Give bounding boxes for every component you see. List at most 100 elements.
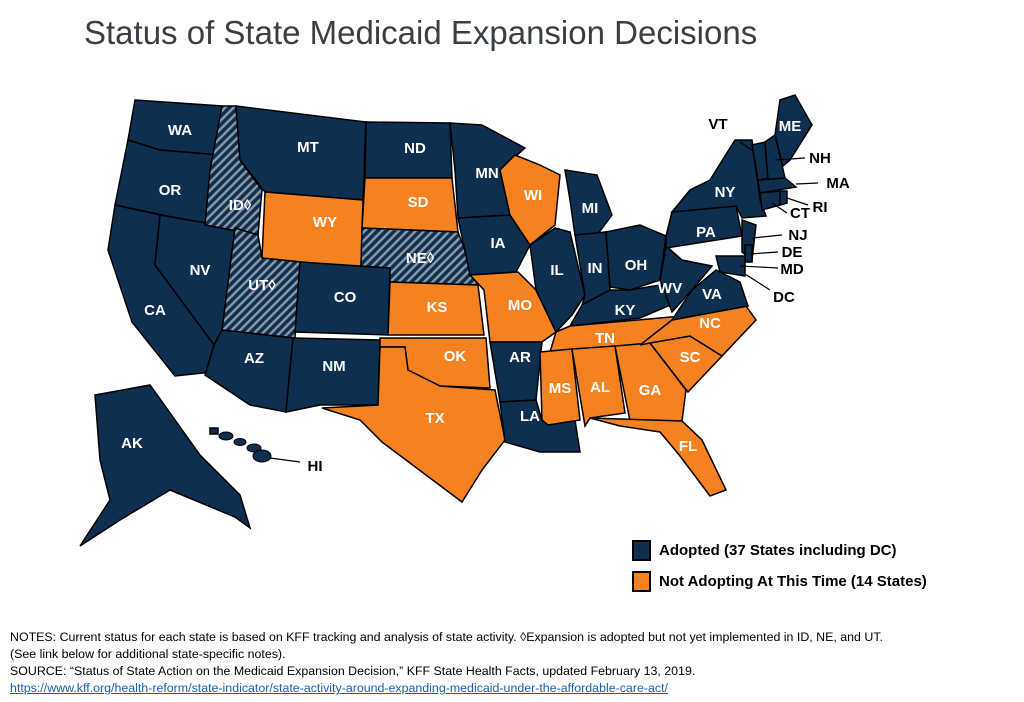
legend-label: Not Adopting At This Time (14 States) [659, 573, 927, 590]
state-label-me: ME [779, 118, 802, 135]
notes-line: NOTES: Current status for each state is … [10, 630, 883, 644]
state-label-il: IL [550, 262, 563, 279]
callout-line-de [749, 251, 779, 255]
notes-line: (See link below for additional state-spe… [10, 647, 286, 661]
state-label-mn: MN [475, 165, 498, 182]
state-hi-island[interactable] [252, 449, 272, 463]
state-label-ca: CA [144, 302, 166, 319]
state-ma[interactable] [757, 177, 798, 194]
legend-not-adopting: Not Adopting At This Time (14 States) [632, 571, 927, 592]
state-label-ms: MS [549, 380, 572, 397]
source-link[interactable]: https://www.kff.org/health-reform/state-… [10, 681, 668, 695]
state-ia[interactable] [457, 214, 531, 276]
state-label-az: AZ [244, 350, 264, 367]
state-label-ok: OK [444, 348, 467, 365]
state-label-id: ID◊ [229, 197, 252, 214]
state-mo[interactable] [468, 271, 557, 343]
state-label-oh: OH [625, 257, 648, 274]
state-label-nv: NV [190, 262, 211, 279]
state-label-sd: SD [408, 194, 429, 211]
state-label-wi: WI [524, 187, 542, 204]
callout-line-ct [771, 202, 788, 214]
callout-line-md [739, 265, 779, 269]
state-label-ar: AR [509, 349, 531, 366]
state-label-wa: WA [168, 122, 192, 139]
state-label-fl: FL [679, 438, 697, 455]
callout-line-dc [744, 273, 771, 291]
state-label-ne: NE◊ [406, 250, 435, 267]
state-ct[interactable] [759, 190, 781, 211]
state-wi[interactable] [499, 154, 561, 247]
callout-line-nh [774, 157, 806, 161]
state-hi-island[interactable] [218, 431, 234, 441]
state-label-hi: HI [308, 458, 323, 475]
state-ms[interactable] [539, 348, 581, 426]
state-hi-island[interactable] [246, 443, 262, 453]
state-hi[interactable] [209, 427, 219, 435]
state-label-co: CO [334, 289, 357, 306]
state-label-ak: AK [121, 435, 143, 452]
callout-line-vt [739, 141, 753, 151]
callout-line-ri [786, 197, 809, 206]
state-label-ia: IA [491, 235, 506, 252]
state-ri[interactable] [779, 190, 788, 206]
state-nm[interactable] [285, 337, 381, 413]
state-me[interactable] [774, 94, 813, 168]
state-label-nh: NH [809, 150, 831, 167]
state-ak[interactable] [79, 384, 252, 547]
state-label-ky: KY [615, 302, 636, 319]
state-label-or: OR [159, 182, 182, 199]
state-il[interactable] [529, 227, 586, 334]
state-ks[interactable] [387, 281, 485, 336]
state-label-mo: MO [508, 297, 532, 314]
state-la[interactable] [499, 399, 581, 453]
state-label-mt: MT [297, 139, 319, 156]
state-label-ct: CT [790, 205, 810, 222]
state-label-ri: RI [813, 199, 828, 216]
state-label-sc: SC [680, 349, 701, 366]
state-label-tn: TN [595, 330, 615, 347]
state-label-in: IN [588, 260, 603, 277]
state-az[interactable] [204, 329, 294, 413]
state-ny[interactable] [670, 139, 768, 219]
notes: NOTES: Current status for each state is … [10, 629, 883, 697]
state-label-dc: DC [773, 289, 795, 306]
state-label-la: LA [520, 408, 540, 425]
state-label-al: AL [590, 379, 610, 396]
state-fl[interactable] [589, 417, 728, 497]
us-map: WA OR CA NV ID◊ MT WY UT◊ CO AZ NM ND SD NE◊ KS OK TX MN I… [79, 94, 850, 547]
state-label-mi: MI [582, 200, 599, 217]
legend-label: Adopted (37 States including DC) [659, 542, 897, 559]
state-label-ny: NY [715, 184, 736, 201]
state-md[interactable] [715, 255, 746, 277]
state-pa[interactable] [665, 205, 743, 249]
source-line: SOURCE: “Status of State Action on the M… [10, 664, 696, 678]
state-label-nm: NM [322, 358, 345, 375]
state-label-ma: MA [826, 175, 849, 192]
legend-adopted: Adopted (37 States including DC) [632, 540, 897, 561]
state-label-wv: WV [658, 280, 682, 297]
state-label-nc: NC [699, 315, 721, 332]
callout-line-hi [269, 457, 301, 463]
state-label-nj: NJ [788, 227, 807, 244]
state-label-md: MD [780, 261, 803, 278]
state-tx[interactable] [321, 346, 506, 504]
page-title: Status of State Medicaid Expansion Decis… [84, 14, 758, 51]
state-label-vt: VT [708, 116, 727, 133]
state-label-wy: WY [313, 214, 337, 231]
state-al[interactable] [571, 345, 626, 429]
legend-swatch-adopted [632, 540, 651, 561]
state-va[interactable] [670, 269, 749, 322]
state-label-tx: TX [425, 410, 444, 427]
state-label-de: DE [782, 244, 803, 261]
state-label-ga: GA [639, 382, 662, 399]
state-label-ks: KS [427, 299, 448, 316]
state-label-pa: PA [696, 224, 716, 241]
callout-line-ma [795, 182, 819, 185]
state-hi-island[interactable] [233, 438, 247, 446]
state-label-va: VA [702, 286, 722, 303]
state-label-ut: UT◊ [248, 277, 276, 294]
state-label-nd: ND [404, 140, 426, 157]
callout-line-nj [751, 234, 783, 239]
legend-swatch-not-adopting [632, 571, 651, 592]
